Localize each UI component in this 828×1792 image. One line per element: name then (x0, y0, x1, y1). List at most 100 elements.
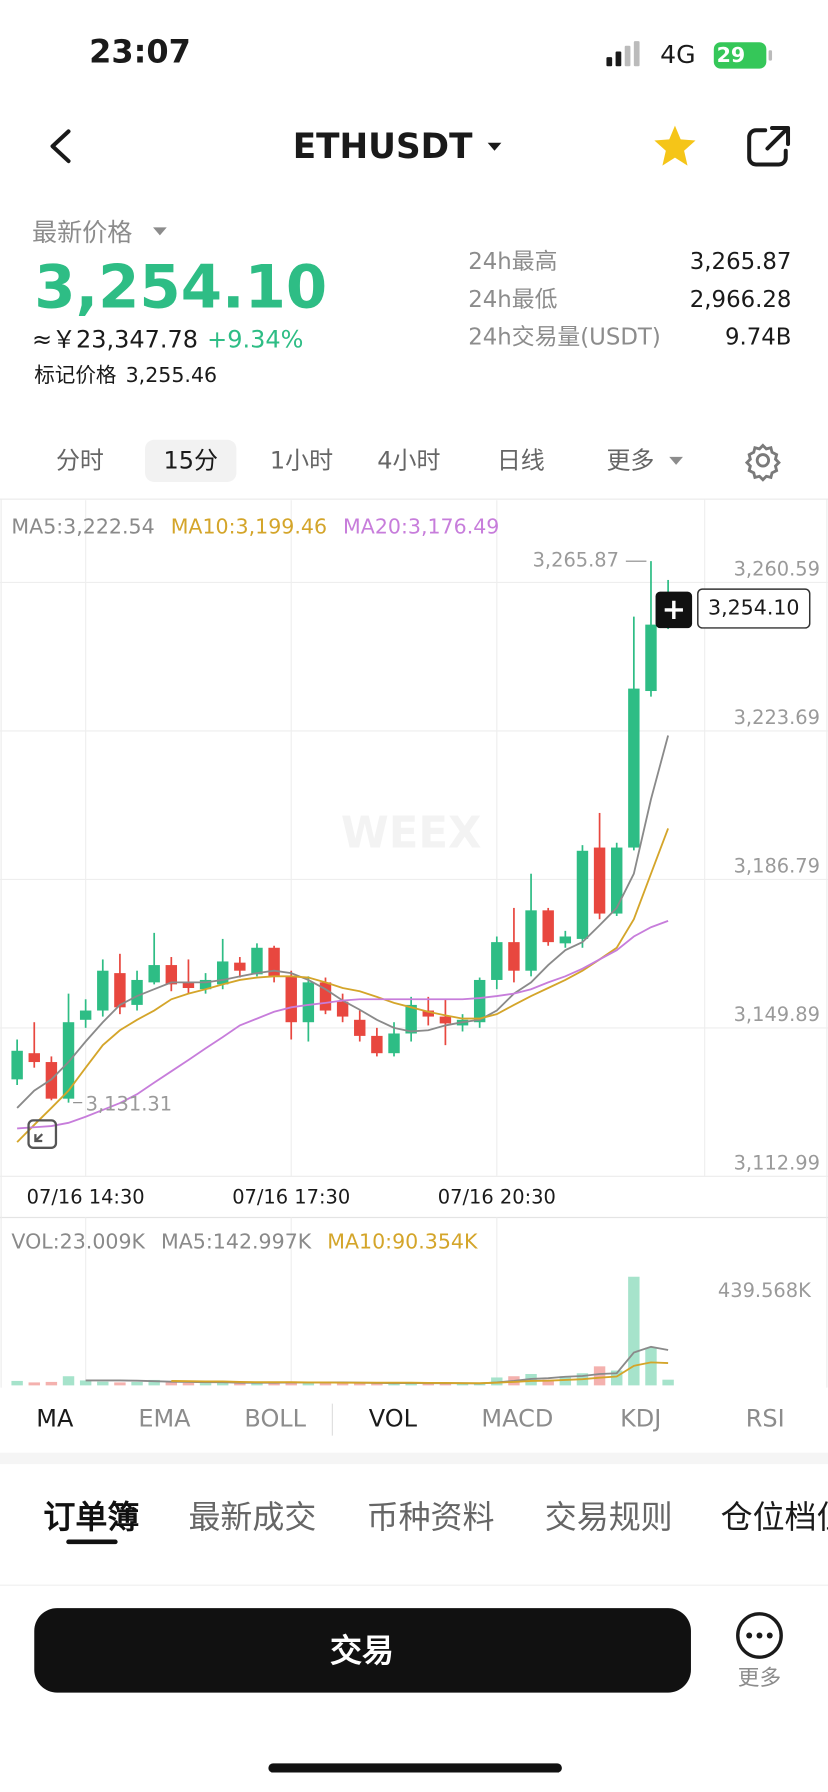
legend-entry: MA20:3,176.49 (343, 515, 499, 539)
tab[interactable]: 交易规则 (545, 1498, 673, 1536)
volume-bar (593, 1366, 606, 1386)
more-button[interactable] (736, 1612, 783, 1659)
volume-bar (319, 1382, 332, 1386)
volume-bar (542, 1379, 554, 1386)
crosshair-button[interactable] (655, 591, 693, 629)
status-network: 4G (660, 40, 695, 69)
indicator[interactable]: MACD (481, 1405, 553, 1433)
volume-ma-line (171, 1361, 669, 1385)
last-price-label: 3,254.10 (708, 596, 800, 620)
volume-bar (268, 1382, 280, 1386)
volume-bar (611, 1370, 623, 1386)
volume-bar (182, 1382, 195, 1386)
back-button[interactable] (50, 129, 71, 164)
volume-bar (45, 1381, 58, 1386)
volume-bar (336, 1383, 349, 1386)
volume-bar (216, 1381, 229, 1386)
stat-label: 24h最低 (468, 287, 557, 313)
candle-body (508, 942, 520, 971)
interval[interactable]: 4小时 (377, 446, 440, 474)
mark-price-line: 标记价格 3,255.46 (34, 363, 217, 387)
signal-icon (606, 41, 640, 67)
indicator[interactable]: RSI (746, 1405, 785, 1433)
settings-button[interactable] (744, 443, 781, 482)
candle-body (491, 942, 503, 980)
volume-bar (388, 1382, 400, 1386)
x-tick-label: 07/16 20:30 (438, 1186, 556, 1209)
price-cny: ≈￥23,347.78 (32, 325, 198, 353)
price-label-caret[interactable] (153, 227, 167, 236)
legend-entry: MA10:90.354K (327, 1230, 478, 1254)
status-time: 23:07 (89, 33, 191, 71)
interval[interactable]: 分时 (56, 446, 104, 474)
interval-bar: 分时 15分 1小时 4小时 日线 更多 (56, 446, 654, 474)
favorite-star[interactable] (654, 125, 696, 166)
indicator[interactable]: VOL (369, 1405, 418, 1433)
stat-value: 3,265.87 (690, 249, 792, 275)
candle-body (422, 1010, 434, 1017)
candle-body (62, 1022, 75, 1099)
tab[interactable]: 仓位档位 (721, 1498, 828, 1536)
tab[interactable]: 最新成交 (188, 1498, 316, 1536)
interval[interactable]: 1小时 (270, 446, 333, 474)
interval[interactable]: 15分 (163, 446, 217, 474)
fullscreen-button[interactable] (27, 1119, 58, 1149)
interval[interactable]: 日线 (497, 446, 545, 474)
y-tick-label: 3,149.89 (734, 1003, 820, 1026)
volume-bar (456, 1383, 469, 1386)
volume-bar (285, 1381, 297, 1386)
indicator[interactable]: EMA (138, 1405, 191, 1433)
indicator[interactable]: MA (36, 1405, 74, 1433)
legend: MA5:3,222.54 MA10:3,199.46 MA20:3,176.49 (11, 515, 499, 539)
share-button[interactable] (747, 125, 791, 167)
annotation: 3,131.31 (86, 1092, 172, 1115)
candle-body (405, 1004, 417, 1034)
stat-label: 24h交易量(USDT) (468, 325, 661, 351)
legend-entry: MA5:3,222.54 (11, 515, 154, 539)
battery-level: 29 (717, 43, 746, 67)
legend-entry: MA5:142.997K (161, 1230, 312, 1254)
ma-line (16, 735, 669, 1109)
battery (713, 42, 767, 69)
candle-body (114, 973, 126, 1008)
legend: VOL:23.009K MA5:142.997K MA10:90.354K (11, 1230, 478, 1254)
tab-underline (66, 1539, 118, 1545)
tab[interactable]: 订单簿 (43, 1498, 139, 1536)
candle-body (302, 982, 315, 1023)
volume-bar (79, 1380, 92, 1386)
volume-bar (165, 1382, 178, 1386)
indicator[interactable]: BOLL (244, 1405, 306, 1433)
volume-bar (422, 1383, 434, 1386)
legend-entry: VOL:23.009K (11, 1230, 145, 1254)
stat-label: 24h最高 (468, 249, 557, 275)
candle-body (525, 910, 537, 971)
symbol-title[interactable]: ETHUSDT (293, 127, 473, 167)
mark-price-label: 标记价格 (34, 363, 117, 387)
tab[interactable]: 币种资料 (367, 1498, 495, 1536)
candle-body (611, 847, 623, 914)
candle-body (354, 1019, 366, 1036)
candle-body (473, 979, 486, 1023)
home-indicator (268, 1763, 562, 1773)
volume-bar (251, 1382, 263, 1386)
legend-entry: MA10:3,199.46 (171, 515, 327, 539)
volume-bar (371, 1383, 383, 1386)
candle-body (593, 847, 606, 914)
volume-bar (645, 1347, 657, 1386)
indicator[interactable]: KDJ (620, 1405, 661, 1433)
interval[interactable]: 更多 (606, 446, 654, 474)
volume-bar (11, 1380, 23, 1386)
volume-bar (302, 1381, 315, 1386)
volume-bar (234, 1383, 246, 1386)
candle-body (319, 982, 332, 1011)
trade-button[interactable] (34, 1608, 691, 1693)
candle-body (559, 936, 572, 944)
candle-body (216, 961, 229, 985)
last-price-tag (697, 588, 811, 629)
candle-body (251, 947, 263, 975)
volume-bar (28, 1382, 40, 1386)
candle-body (439, 1016, 452, 1024)
volume-bar (97, 1381, 109, 1386)
